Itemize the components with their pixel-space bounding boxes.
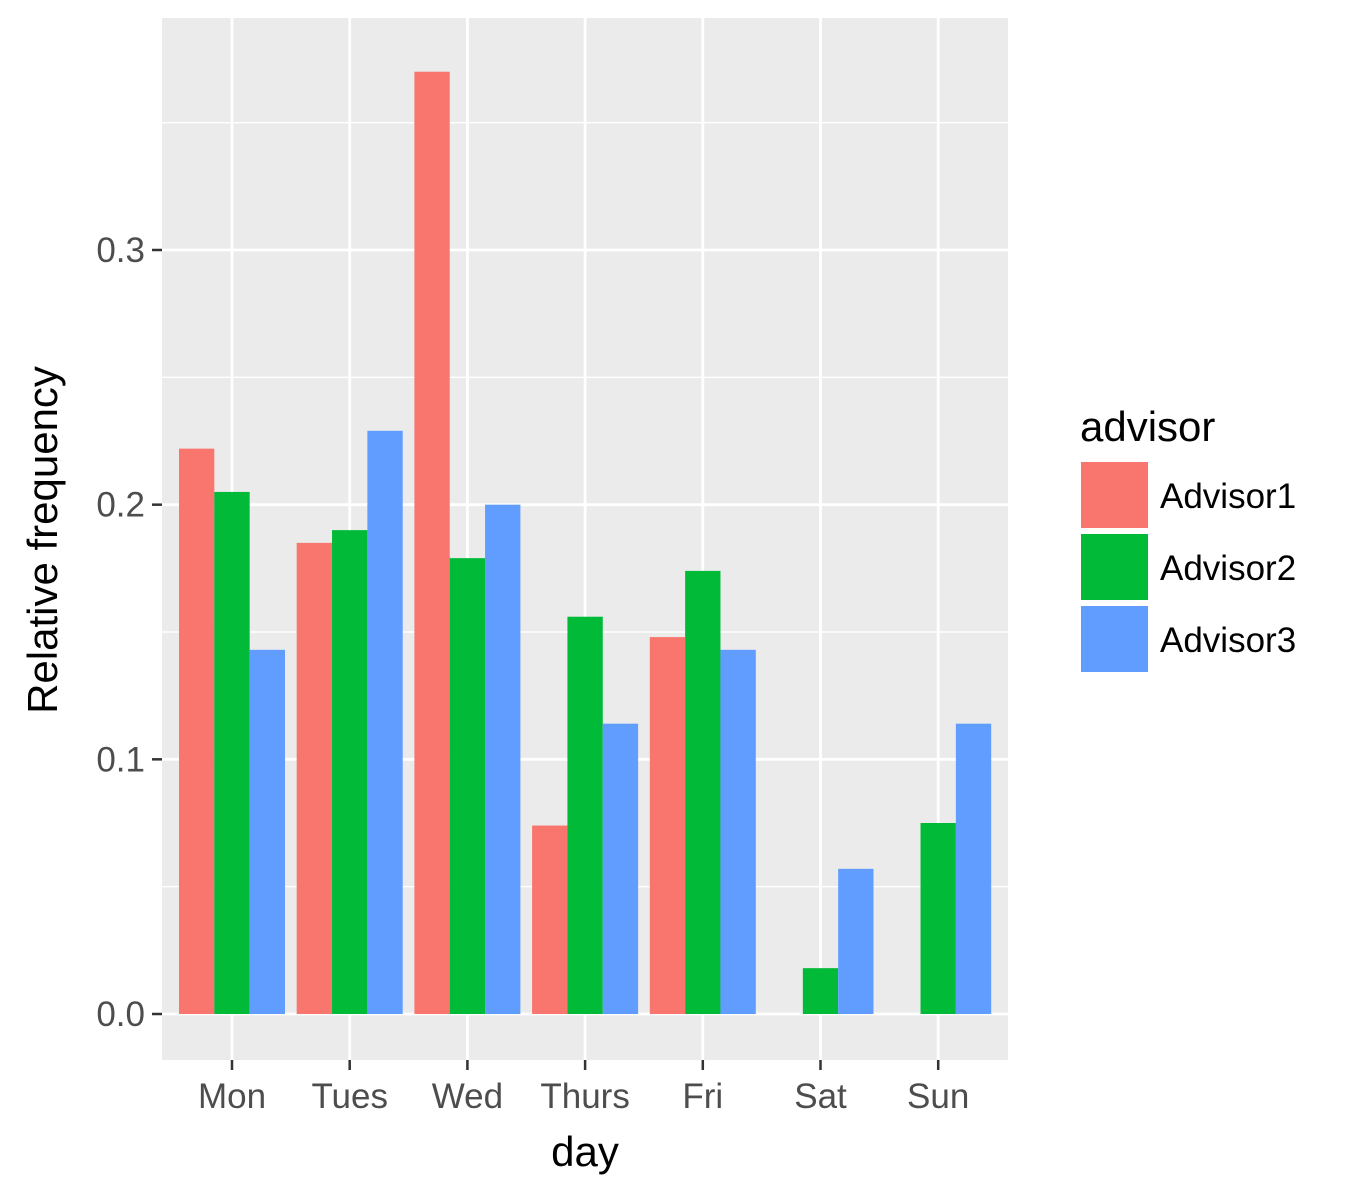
bar-fri-advisor2 bbox=[685, 570, 721, 1014]
y-tick-label-0: 0.0 bbox=[96, 995, 145, 1034]
y-axis-title: Relative frequency bbox=[19, 366, 66, 714]
bar-sat-advisor2 bbox=[802, 968, 839, 1014]
bar-wed-advisor1 bbox=[414, 71, 450, 1014]
legend: advisor Advisor1 Advisor2 Advisor3 bbox=[1080, 403, 1296, 672]
x-tick-label-thurs: Thurs bbox=[540, 1077, 629, 1116]
bar-wed-advisor3 bbox=[485, 504, 521, 1014]
bar-mon-advisor1 bbox=[179, 448, 215, 1014]
bar-thurs-advisor1 bbox=[532, 825, 568, 1014]
y-tick-label-1: 0.1 bbox=[96, 740, 145, 779]
bar-thurs-advisor3 bbox=[602, 723, 639, 1014]
bar-sat-advisor3 bbox=[838, 868, 874, 1014]
x-tick-label-tues: Tues bbox=[311, 1077, 388, 1116]
x-tick-label-wed: Wed bbox=[432, 1077, 503, 1116]
y-tick-label-2: 0.2 bbox=[96, 486, 145, 525]
bar-wed-advisor2 bbox=[449, 558, 486, 1014]
bar-thurs-advisor2 bbox=[567, 616, 603, 1014]
legend-key-advisor1 bbox=[1081, 462, 1148, 528]
legend-label-advisor3: Advisor3 bbox=[1160, 621, 1296, 660]
axis-layer: 0.0 0.1 0.2 0.3 Mon Tues Wed Thurs Fri Sat Sun bbox=[96, 231, 969, 1116]
legend-title: advisor bbox=[1080, 403, 1215, 450]
y-tick-label-3: 0.3 bbox=[96, 231, 145, 270]
bar-sun-advisor2 bbox=[920, 823, 956, 1014]
legend-key-advisor2 bbox=[1081, 534, 1148, 600]
bar-mon-advisor3 bbox=[249, 649, 285, 1014]
bars-layer bbox=[179, 71, 992, 1014]
bar-fri-advisor1 bbox=[649, 637, 686, 1014]
x-tick-label-mon: Mon bbox=[198, 1077, 266, 1116]
bar-sun-advisor3 bbox=[955, 723, 992, 1014]
bar-tues-advisor1 bbox=[296, 542, 333, 1014]
legend-key-advisor3 bbox=[1081, 606, 1148, 672]
bar-tues-advisor2 bbox=[332, 530, 368, 1014]
bar-tues-advisor3 bbox=[367, 430, 403, 1014]
x-axis-title: day bbox=[551, 1128, 619, 1175]
legend-label-advisor2: Advisor2 bbox=[1160, 549, 1296, 588]
x-tick-label-sat: Sat bbox=[794, 1077, 847, 1116]
bar-mon-advisor2 bbox=[214, 491, 250, 1014]
bar-fri-advisor3 bbox=[720, 649, 756, 1014]
x-tick-label-fri: Fri bbox=[682, 1077, 723, 1116]
x-tick-label-sun: Sun bbox=[907, 1077, 969, 1116]
legend-label-advisor1: Advisor1 bbox=[1160, 477, 1296, 516]
